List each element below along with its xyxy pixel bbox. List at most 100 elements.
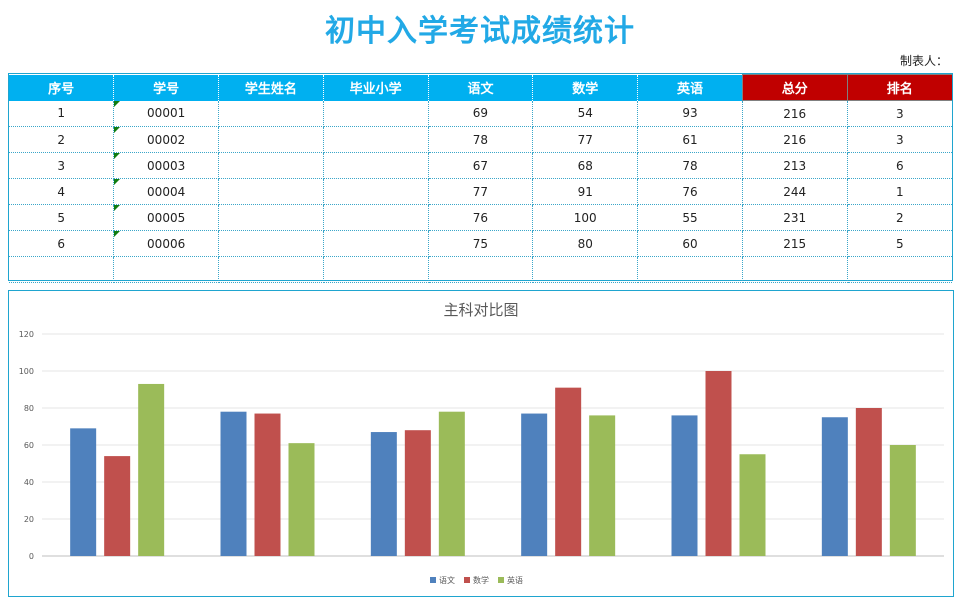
legend-swatch <box>430 577 436 583</box>
header-english[interactable]: 英语 <box>637 74 743 101</box>
cell-student-name[interactable] <box>218 178 324 205</box>
cell-student-id[interactable]: 00004 <box>113 178 220 205</box>
cell-student-name[interactable] <box>218 100 324 127</box>
cell-math[interactable]: 80 <box>532 230 639 257</box>
cell-primary-school[interactable] <box>323 178 429 205</box>
cell-english[interactable]: 78 <box>637 152 743 179</box>
cell-chinese[interactable]: 77 <box>428 178 534 205</box>
cell-rank[interactable]: 5 <box>847 230 952 257</box>
table-row: 5 00005 76 100 55 231 2 <box>9 204 952 231</box>
cell-english[interactable]: 93 <box>637 100 743 127</box>
header-index[interactable]: 序号 <box>9 74 115 101</box>
cell-rank[interactable]: 1 <box>847 178 952 205</box>
cell-student-id[interactable]: 00002 <box>113 126 220 153</box>
cell-student-name[interactable] <box>218 126 324 153</box>
cell-total[interactable]: 216 <box>742 100 848 127</box>
header-total[interactable]: 总分 <box>741 74 848 101</box>
cell-student-name[interactable] <box>218 256 324 283</box>
bar <box>370 432 397 556</box>
cell-math[interactable]: 68 <box>532 152 639 179</box>
bar <box>821 417 848 556</box>
header-math[interactable]: 数学 <box>532 74 639 101</box>
cell-chinese[interactable] <box>428 256 534 283</box>
cell-student-name[interactable] <box>218 230 324 257</box>
cell-primary-school[interactable] <box>323 100 429 127</box>
cell-student-name[interactable] <box>218 152 324 179</box>
legend-swatch <box>498 577 504 583</box>
cell-rank[interactable]: 3 <box>847 126 952 153</box>
cell-index[interactable]: 4 <box>9 178 115 205</box>
bar <box>739 454 766 556</box>
cell-primary-school[interactable] <box>323 152 429 179</box>
cell-student-id[interactable]: 00001 <box>113 100 220 127</box>
cell-primary-school[interactable] <box>323 230 429 257</box>
cell-student-id[interactable]: 00003 <box>113 152 220 179</box>
header-primary-school[interactable]: 毕业小学 <box>323 74 429 101</box>
header-chinese[interactable]: 语文 <box>428 74 534 101</box>
table-header-row: 序号 学号 学生姓名 毕业小学 语文 数学 英语 总分 排名 <box>9 74 952 101</box>
cell-english[interactable]: 55 <box>637 204 743 231</box>
cell-primary-school[interactable] <box>323 126 429 153</box>
cell-primary-school[interactable] <box>323 204 429 231</box>
table-row: 2 00002 78 77 61 216 3 <box>9 126 952 153</box>
bar <box>705 371 732 556</box>
cell-index[interactable]: 6 <box>9 230 115 257</box>
cell-math[interactable]: 54 <box>532 100 639 127</box>
cell-total[interactable] <box>742 256 848 283</box>
bar <box>855 408 882 556</box>
cell-rank[interactable] <box>847 256 952 283</box>
cell-chinese[interactable]: 75 <box>428 230 534 257</box>
y-tick-label: 40 <box>24 478 34 487</box>
bar <box>104 456 131 556</box>
legend-label: 英语 <box>507 575 523 585</box>
bar <box>671 415 698 556</box>
table-row: 3 00003 67 68 78 213 6 <box>9 152 952 179</box>
cell-math[interactable] <box>532 256 639 283</box>
cell-student-id[interactable] <box>113 256 220 283</box>
cell-total[interactable]: 213 <box>742 152 848 179</box>
cell-index[interactable]: 2 <box>9 126 115 153</box>
cell-chinese[interactable]: 67 <box>428 152 534 179</box>
header-rank[interactable]: 排名 <box>846 74 952 101</box>
cell-rank[interactable]: 2 <box>847 204 952 231</box>
header-student-id[interactable]: 学号 <box>113 74 220 101</box>
cell-total[interactable]: 244 <box>742 178 848 205</box>
score-table: 序号 学号 学生姓名 毕业小学 语文 数学 英语 总分 排名 1 00001 6… <box>9 74 952 283</box>
cell-english[interactable]: 61 <box>637 126 743 153</box>
bar <box>70 428 97 556</box>
cell-index[interactable]: 1 <box>9 100 115 127</box>
cell-student-id[interactable]: 00005 <box>113 204 220 231</box>
cell-chinese[interactable]: 69 <box>428 100 534 127</box>
y-tick-label: 100 <box>19 367 34 376</box>
table-row-empty <box>9 256 952 283</box>
cell-rank[interactable]: 6 <box>847 152 952 179</box>
header-student-name[interactable]: 学生姓名 <box>218 74 324 101</box>
cell-chinese[interactable]: 76 <box>428 204 534 231</box>
bar <box>220 411 247 556</box>
cell-student-id[interactable]: 00006 <box>113 230 220 257</box>
legend-swatch <box>464 577 470 583</box>
cell-index[interactable]: 5 <box>9 204 115 231</box>
cell-english[interactable]: 76 <box>637 178 743 205</box>
cell-math[interactable]: 91 <box>532 178 639 205</box>
cell-index[interactable]: 3 <box>9 152 115 179</box>
cell-total[interactable]: 215 <box>742 230 848 257</box>
maker-label: 制表人： <box>899 54 948 68</box>
cell-rank[interactable]: 3 <box>847 100 952 127</box>
chart-title: 主科对比图 <box>443 301 518 319</box>
cell-student-name[interactable] <box>218 204 324 231</box>
bar <box>404 430 431 556</box>
bar <box>589 415 616 556</box>
cell-total[interactable]: 216 <box>742 126 848 153</box>
cell-english[interactable]: 60 <box>637 230 743 257</box>
cell-chinese[interactable]: 78 <box>428 126 534 153</box>
cell-index[interactable] <box>9 256 115 283</box>
cell-math[interactable]: 100 <box>532 204 639 231</box>
cell-english[interactable] <box>637 256 743 283</box>
y-tick-label: 60 <box>24 441 34 450</box>
cell-total[interactable]: 231 <box>742 204 848 231</box>
cell-math[interactable]: 77 <box>532 126 639 153</box>
chart-area[interactable]: 主科对比图 0 20 40 60 80 100 120 语文 数学 英语 <box>8 290 954 597</box>
cell-primary-school[interactable] <box>323 256 429 283</box>
page-title: 初中入学考试成绩统计 <box>325 14 635 49</box>
